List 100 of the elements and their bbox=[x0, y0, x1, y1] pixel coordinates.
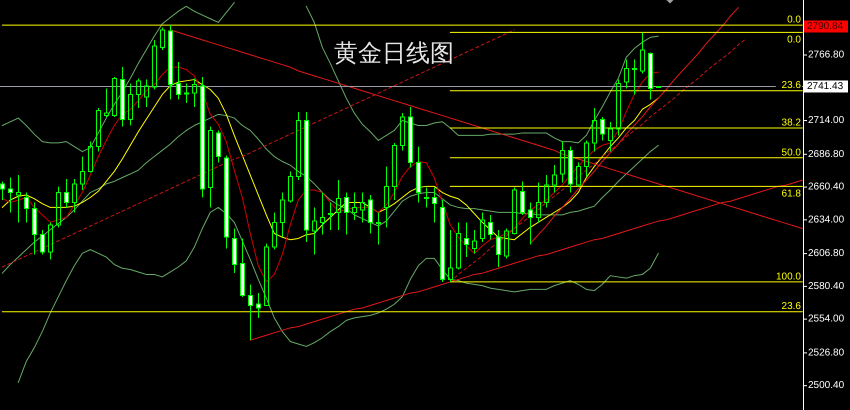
candlestick bbox=[272, 212, 277, 250]
candlestick bbox=[552, 164, 557, 194]
y-tick-label: 2554.00 bbox=[808, 314, 845, 325]
candlestick bbox=[40, 229, 45, 256]
series-label: 61.8 bbox=[782, 188, 802, 200]
candlestick bbox=[344, 192, 349, 236]
candlestick bbox=[512, 187, 517, 236]
y-tick-label: 2526.80 bbox=[808, 347, 845, 358]
candlestick bbox=[264, 242, 269, 306]
candlestick bbox=[72, 178, 77, 213]
candlestick bbox=[208, 126, 213, 208]
candlestick bbox=[424, 187, 429, 208]
candlestick bbox=[256, 292, 261, 318]
candlestick bbox=[80, 156, 85, 191]
candlestick bbox=[168, 24, 173, 100]
line-series bbox=[18, 206, 659, 383]
candlestick bbox=[608, 121, 613, 152]
candlestick bbox=[224, 154, 229, 249]
candlestick bbox=[320, 192, 325, 236]
candlestick bbox=[104, 88, 109, 118]
candlestick bbox=[64, 178, 69, 208]
candlestick bbox=[640, 32, 645, 74]
candlestick bbox=[56, 186, 61, 228]
candlestick bbox=[112, 76, 117, 118]
y-tick-label: 2660.40 bbox=[808, 182, 845, 193]
candlestick bbox=[520, 180, 525, 216]
candlestick bbox=[160, 26, 165, 50]
y-tick-label: 2634.00 bbox=[808, 214, 845, 226]
candlestick bbox=[152, 39, 157, 90]
candlestick bbox=[184, 82, 189, 104]
series-label: 38.2 bbox=[782, 117, 802, 128]
candlestick bbox=[32, 202, 37, 256]
candlestick bbox=[408, 106, 413, 168]
y-tick-label: 2714.00 bbox=[808, 115, 845, 126]
candlestick bbox=[248, 284, 253, 341]
candlestick bbox=[48, 222, 53, 260]
candlestick bbox=[8, 177, 13, 213]
candlestick bbox=[192, 78, 197, 108]
series-label: 23.6 bbox=[782, 301, 802, 312]
y-tick-label: 2606.80 bbox=[808, 248, 845, 260]
candlestick bbox=[88, 141, 93, 174]
candlestick bbox=[368, 194, 373, 234]
candlestick bbox=[96, 108, 101, 152]
candlestick bbox=[216, 130, 221, 164]
candlestick bbox=[16, 174, 21, 223]
candlestick bbox=[352, 192, 357, 220]
candlestick bbox=[440, 199, 445, 282]
candlestick bbox=[328, 202, 333, 230]
candlestick bbox=[480, 212, 485, 243]
candlestick bbox=[232, 228, 237, 274]
candlestick bbox=[496, 229, 501, 268]
candlestick bbox=[296, 111, 301, 181]
candlestick bbox=[416, 146, 421, 203]
ref-line-label: 2741.43 bbox=[807, 80, 844, 92]
candlestick bbox=[472, 229, 477, 254]
candlestick bbox=[456, 222, 461, 270]
candlestick bbox=[360, 192, 365, 223]
candlestick bbox=[536, 182, 541, 223]
y-tick-label: 2686.80 bbox=[808, 148, 845, 160]
series-label: 0.0 bbox=[787, 34, 802, 46]
candlestick bbox=[616, 79, 621, 136]
candlestick bbox=[120, 66, 125, 128]
candlestick bbox=[600, 116, 605, 141]
candlestick bbox=[400, 112, 405, 151]
candlestick bbox=[136, 78, 141, 109]
candlestick bbox=[24, 192, 29, 223]
candlestick bbox=[128, 82, 133, 126]
candlestick bbox=[464, 222, 469, 258]
candlestick bbox=[504, 228, 509, 259]
candlestick bbox=[200, 76, 205, 198]
candlestick bbox=[448, 229, 453, 282]
text: 2790.84 bbox=[807, 21, 844, 32]
candlestick bbox=[624, 59, 629, 89]
candlestick bbox=[384, 166, 389, 228]
line-series bbox=[450, 38, 747, 282]
candlestick bbox=[280, 192, 285, 238]
candlestick bbox=[176, 62, 181, 100]
candlestick bbox=[576, 162, 581, 187]
candlestick bbox=[0, 180, 5, 200]
text: 黄金日线图 bbox=[334, 39, 454, 67]
y-tick-label: 2580.40 bbox=[808, 280, 845, 292]
candlestick bbox=[584, 140, 589, 177]
series-label: 23.6 bbox=[782, 80, 802, 92]
candlestick bbox=[656, 85, 661, 88]
candlestick bbox=[488, 214, 493, 240]
y-tick-label: 2500.40 bbox=[808, 380, 845, 392]
candlestick bbox=[560, 141, 565, 184]
y-tick-label: 2766.80 bbox=[808, 49, 845, 60]
candlestick bbox=[528, 202, 533, 246]
candlestick bbox=[568, 146, 573, 194]
series-label: 0.0 bbox=[787, 14, 802, 26]
candlestick bbox=[144, 79, 149, 108]
series-label: 100.0 bbox=[776, 271, 802, 282]
line-series bbox=[2, 66, 659, 282]
line-series bbox=[2, 29, 515, 268]
candlestick bbox=[392, 142, 397, 200]
series-label: 50.0 bbox=[782, 147, 802, 158]
candlestick bbox=[376, 212, 381, 246]
candlestick bbox=[240, 238, 245, 298]
candlestick bbox=[544, 174, 549, 208]
